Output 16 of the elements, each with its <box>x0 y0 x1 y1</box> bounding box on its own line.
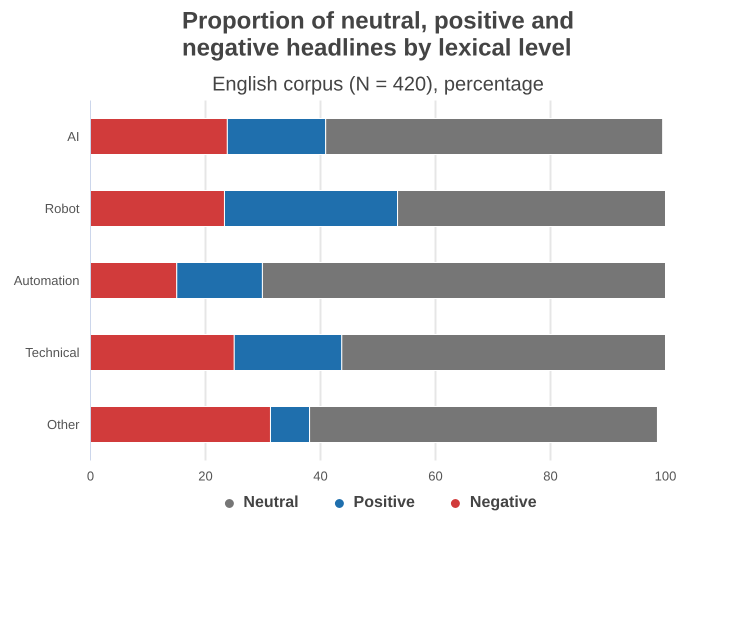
y-tick-label: Robot <box>44 201 80 216</box>
chart-title: Proportion of neutral, positive and negative headlines by lexical level <box>182 8 574 62</box>
legend-label: Negative <box>470 494 537 512</box>
x-tick-label: 60 <box>428 468 443 484</box>
legend-label: Neutral <box>243 494 299 512</box>
chart-subtitle: English corpus (N = 420), percentage <box>212 74 544 96</box>
x-tick-label: 20 <box>198 468 213 484</box>
y-tick-label: AI <box>67 129 80 144</box>
y-tick-label: Automation <box>14 273 80 288</box>
x-tick-label: 40 <box>313 468 328 484</box>
x-tick-label: 100 <box>654 468 676 484</box>
x-tick-label: 80 <box>543 468 558 484</box>
y-tick-label: Other <box>46 417 80 432</box>
x-tick-label: 0 <box>86 468 94 484</box>
y-tick-label: Technical <box>25 345 80 360</box>
legend-label: Positive <box>354 494 415 512</box>
